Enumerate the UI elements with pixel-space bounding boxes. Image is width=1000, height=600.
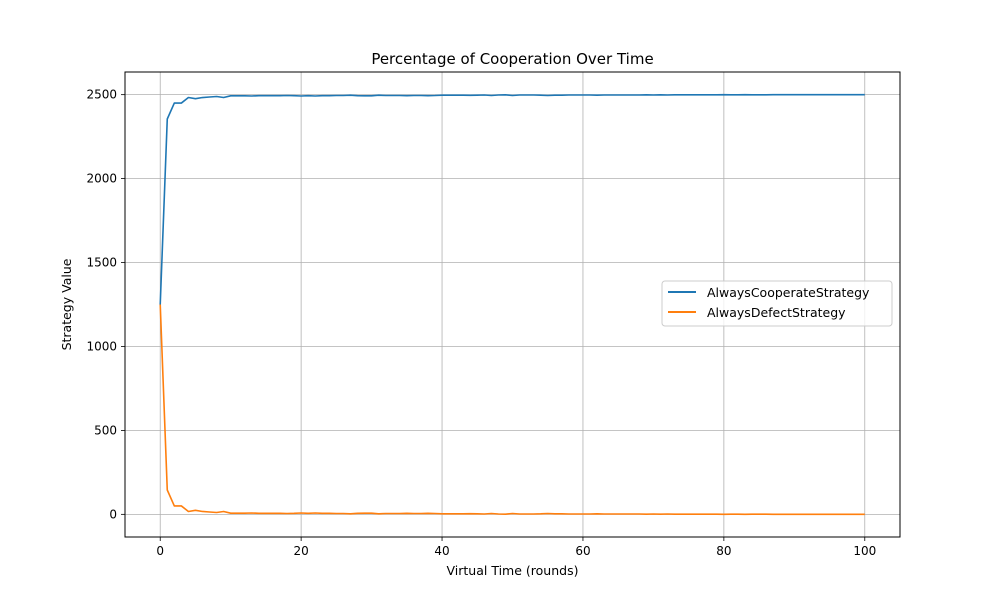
x-axis-ticks: 0 20 40 60 80 100 (156, 537, 876, 558)
y-axis-label: Strategy Value (59, 258, 74, 350)
x-axis-label: Virtual Time (rounds) (447, 563, 579, 578)
x-tick-label: 40 (434, 544, 449, 558)
y-tick-label: 500 (94, 423, 117, 437)
series-lines (159, 93, 865, 516)
series-line-always-defect (159, 304, 865, 516)
y-tick-label: 2500 (86, 88, 117, 102)
x-tick-label: 20 (293, 544, 308, 558)
x-tick-label: 100 (853, 544, 876, 558)
x-tick-label: 0 (156, 544, 164, 558)
legend-label-defect: AlwaysDefectStrategy (707, 305, 846, 320)
y-axis-ticks: 0 500 1000 1500 2000 2500 (86, 88, 125, 521)
legend-label-cooperate: AlwaysCooperateStrategy (707, 285, 870, 300)
chart-title: Percentage of Cooperation Over Time (371, 50, 653, 68)
y-tick-label: 2000 (86, 172, 117, 186)
plot-frame (124, 71, 901, 538)
x-tick-label: 60 (575, 544, 590, 558)
y-tick-label: 0 (109, 507, 117, 521)
legend-box (661, 280, 893, 327)
x-tick-label: 80 (716, 544, 731, 558)
legend: AlwaysCooperateStrategy AlwaysDefectStra… (661, 280, 893, 327)
y-tick-label: 1000 (86, 339, 117, 353)
series-line-always-cooperate (159, 93, 865, 305)
y-tick-label: 1500 (86, 256, 117, 270)
